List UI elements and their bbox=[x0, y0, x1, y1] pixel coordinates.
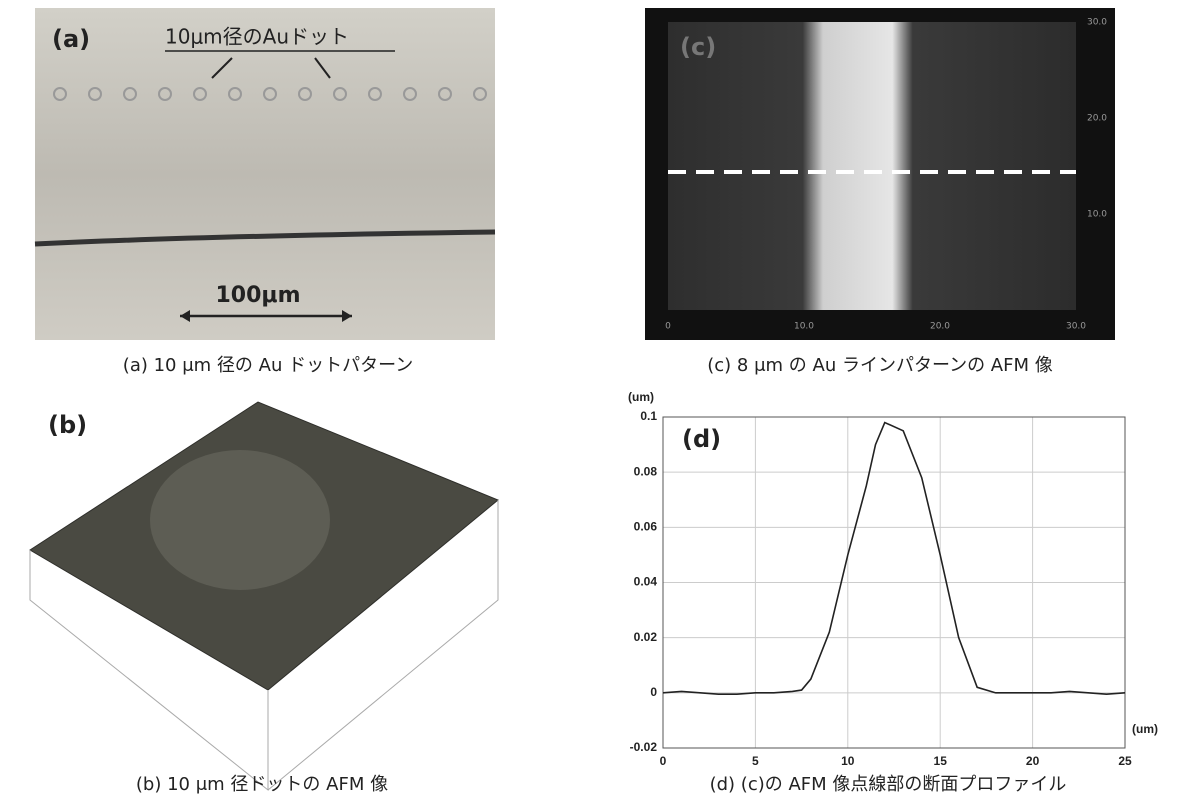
axis-label: 10.0 bbox=[794, 322, 814, 332]
x-tick-label: 10 bbox=[841, 754, 855, 768]
panel-b: (b) (b) 10 μm 径ドットの AFM 像 bbox=[30, 402, 498, 795]
panel-a: (a) 10μm径のAuドット 100μm (a) 10 μm 径の Au ドッ… bbox=[35, 8, 495, 376]
y-tick-label: 0.04 bbox=[634, 575, 658, 589]
panel-d: (um) (um) (d) (d) (c)の AFM 像点線部の断面プロファイル… bbox=[628, 390, 1158, 795]
scale-label: 100μm bbox=[215, 283, 300, 308]
figure: (a) 10μm径のAuドット 100μm (a) 10 μm 径の Au ドッ… bbox=[0, 0, 1182, 806]
axis-label: 20.0 bbox=[930, 322, 950, 332]
x-tick-label: 5 bbox=[752, 754, 759, 768]
x-tick-label: 15 bbox=[934, 754, 948, 768]
x-tick-label: 20 bbox=[1026, 754, 1040, 768]
axis-label: 30.0 bbox=[1087, 18, 1107, 28]
y-tick-label: 0.08 bbox=[634, 464, 658, 478]
y-tick-label: 0.1 bbox=[640, 409, 657, 423]
panel-label: (d) bbox=[682, 425, 721, 453]
panel-label: (a) bbox=[52, 25, 90, 53]
x-tick-label: 25 bbox=[1118, 754, 1132, 768]
x-axis-label: (um) bbox=[1132, 722, 1158, 736]
axis-label: 10.0 bbox=[1087, 210, 1107, 220]
y-tick-label: 0.02 bbox=[634, 630, 658, 644]
annotation: 10μm径のAuドット bbox=[165, 25, 349, 49]
x-tick-label: 0 bbox=[660, 754, 667, 768]
dot bbox=[150, 450, 330, 590]
afm-image bbox=[668, 22, 1076, 310]
panel-label: (b) bbox=[48, 411, 87, 439]
axis-label: 30.0 bbox=[1066, 322, 1086, 332]
caption: (a) 10 μm 径の Au ドットパターン bbox=[123, 355, 413, 376]
axis-label: 20.0 bbox=[1087, 114, 1107, 124]
panel-label: (c) bbox=[680, 33, 716, 61]
y-axis-label: (um) bbox=[628, 390, 654, 404]
caption: (c) 8 μm の Au ラインパターンの AFM 像 bbox=[707, 355, 1052, 376]
y-tick-label: 0 bbox=[650, 685, 657, 699]
y-tick-label: -0.02 bbox=[630, 740, 658, 754]
line bbox=[663, 423, 1125, 695]
caption: (d) (c)の AFM 像点線部の断面プロファイル bbox=[710, 774, 1067, 795]
y-tick-label: 0.06 bbox=[634, 520, 658, 534]
axis-label: 0 bbox=[665, 322, 671, 332]
panel-c: (c) 0 10.0 20.0 30.0 30.0 20.0 10.0 (c) 8 μm の… bbox=[645, 8, 1115, 376]
caption: (b) 10 μm 径ドットの AFM 像 bbox=[136, 774, 388, 795]
